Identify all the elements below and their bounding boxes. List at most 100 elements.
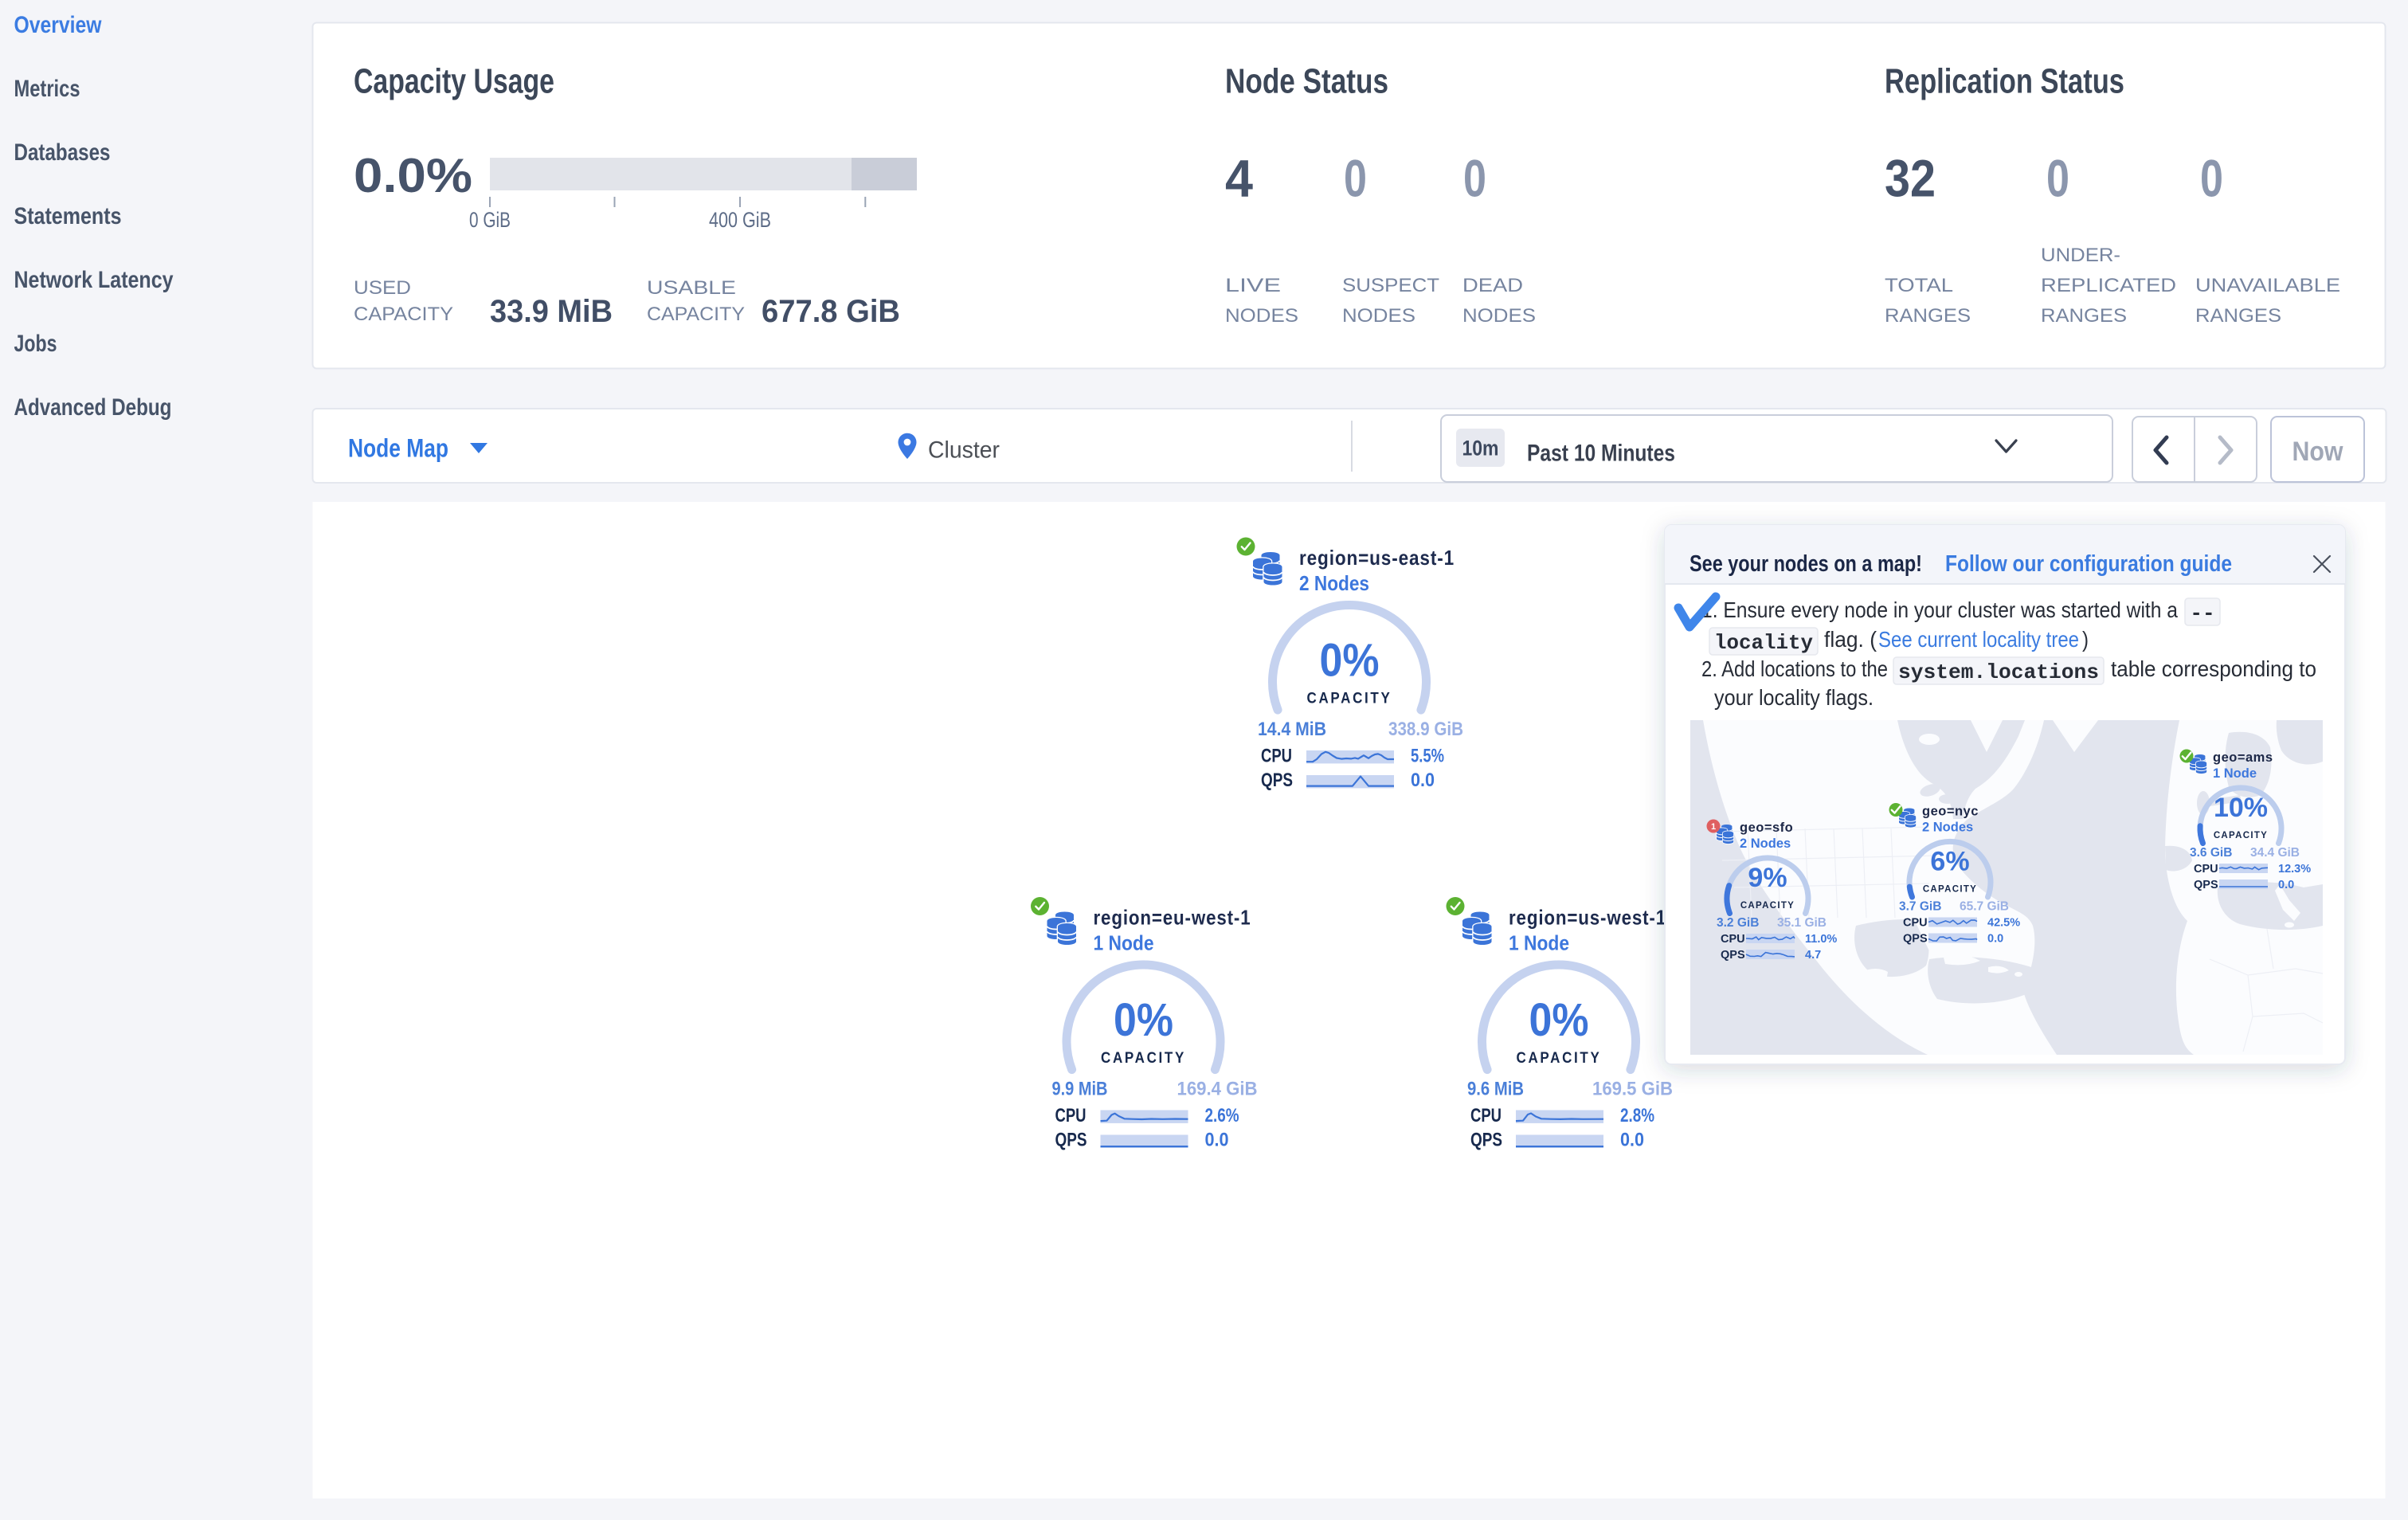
svg-text:CAPACITY: CAPACITY (647, 304, 745, 325)
svg-text:Past 10 Minutes: Past 10 Minutes (1527, 441, 1675, 467)
svg-text:0: 0 (2200, 149, 2223, 208)
svg-text:0.0: 0.0 (1987, 933, 2003, 946)
svg-text:1 Node: 1 Node (1509, 931, 1569, 955)
svg-text:USED: USED (354, 277, 411, 299)
svg-text:400 GiB: 400 GiB (709, 208, 771, 232)
svg-text:Cluster: Cluster (928, 437, 1000, 463)
svg-text:CPU: CPU (1721, 933, 1745, 946)
svg-text:0.0: 0.0 (1411, 770, 1435, 791)
svg-text:UNDER-: UNDER- (2041, 245, 2120, 266)
svg-text:CPU: CPU (1261, 746, 1292, 767)
svg-text:your locality flags.: your locality flags. (1714, 685, 1874, 710)
svg-text:10m: 10m (1462, 437, 1499, 460)
svg-text:CAPACITY: CAPACITY (1923, 885, 1977, 895)
svg-text:0.0: 0.0 (2278, 879, 2294, 891)
svg-text:Statements: Statements (14, 203, 122, 229)
svg-text:4.7: 4.7 (1805, 949, 1821, 962)
svg-text:0.0%: 0.0% (354, 149, 472, 202)
svg-text:0: 0 (2046, 149, 2069, 208)
svg-text:QPS: QPS (1470, 1130, 1502, 1151)
svg-text:NODES: NODES (1225, 305, 1298, 327)
svg-text:0: 0 (1463, 149, 1486, 208)
svg-text:QPS: QPS (1261, 770, 1293, 791)
svg-text:QPS: QPS (2194, 879, 2218, 891)
svg-text:2. Add locations to the: 2. Add locations to the (1701, 656, 1888, 681)
svg-text:33.9 MiB: 33.9 MiB (490, 294, 613, 329)
svg-text:REPLICATED: REPLICATED (2041, 275, 2176, 296)
svg-text:2 Nodes: 2 Nodes (1922, 821, 1973, 835)
svg-text:Jobs: Jobs (14, 331, 57, 357)
svg-text:4: 4 (1225, 149, 1253, 208)
svg-text:1: 1 (1711, 822, 1716, 832)
svg-text:0.0: 0.0 (1205, 1130, 1229, 1151)
svg-text:6%: 6% (1930, 847, 1969, 877)
svg-text:338.9 GiB: 338.9 GiB (1388, 719, 1463, 740)
svg-text:region=us-east-1: region=us-east-1 (1299, 546, 1455, 570)
svg-text:1 Node: 1 Node (1094, 931, 1154, 955)
svg-text:system.locations: system.locations (1898, 660, 2099, 684)
svg-text:9.6 MiB: 9.6 MiB (1467, 1079, 1524, 1100)
svg-text:geo=sfo: geo=sfo (1740, 821, 1793, 835)
svg-text:2 Nodes: 2 Nodes (1740, 836, 1791, 851)
svg-text:TOTAL: TOTAL (1885, 275, 1953, 296)
svg-text:flag. (: flag. ( (1824, 627, 1877, 652)
svg-text:Metrics: Metrics (14, 76, 80, 102)
svg-text:Advanced Debug: Advanced Debug (14, 394, 172, 421)
svg-text:CAPACITY: CAPACITY (1740, 901, 1795, 911)
svg-text:RANGES: RANGES (2041, 305, 2127, 327)
svg-text:42.5%: 42.5% (1987, 917, 2020, 930)
svg-text:geo=ams: geo=ams (2213, 750, 2273, 765)
svg-text:10%: 10% (2214, 793, 2268, 823)
svg-text:3.2 GiB: 3.2 GiB (1717, 916, 1759, 930)
svg-text:CAPACITY: CAPACITY (354, 304, 453, 325)
svg-text:SUSPECT: SUSPECT (1342, 275, 1439, 296)
svg-text:0%: 0% (1114, 994, 1173, 1046)
svg-text:14.4 MiB: 14.4 MiB (1258, 719, 1326, 740)
svg-text:677.8 GiB: 677.8 GiB (762, 294, 900, 329)
svg-text:CAPACITY: CAPACITY (1307, 691, 1392, 707)
svg-text:DEAD: DEAD (1462, 275, 1523, 296)
svg-text:Node Map: Node Map (348, 434, 448, 463)
svg-text:See your nodes on a map!: See your nodes on a map! (1690, 551, 1922, 577)
svg-text:0.0: 0.0 (1620, 1130, 1644, 1151)
svg-text:169.5 GiB: 169.5 GiB (1592, 1079, 1673, 1100)
svg-text:--: -- (2190, 601, 2214, 625)
svg-text:CPU: CPU (2194, 863, 2218, 876)
svg-text:CAPACITY: CAPACITY (1517, 1050, 1602, 1067)
svg-text:CPU: CPU (1055, 1105, 1087, 1126)
svg-text:2.6%: 2.6% (1205, 1105, 1239, 1126)
svg-text:): ) (2082, 627, 2089, 652)
svg-text:12.3%: 12.3% (2278, 863, 2311, 876)
svg-text:35.1 GiB: 35.1 GiB (1777, 916, 1827, 930)
svg-text:2.8%: 2.8% (1620, 1105, 1654, 1126)
svg-text:CAPACITY: CAPACITY (1101, 1050, 1186, 1067)
svg-text:Databases: Databases (14, 139, 111, 166)
svg-text:9.9 MiB: 9.9 MiB (1052, 1079, 1108, 1100)
svg-text:65.7 GiB: 65.7 GiB (1960, 900, 2009, 914)
svg-text:11.0%: 11.0% (1805, 933, 1837, 946)
svg-text:Replication Status: Replication Status (1885, 62, 2124, 101)
svg-text:0 GiB: 0 GiB (469, 208, 511, 232)
svg-text:1. Ensure every node in your c: 1. Ensure every node in your cluster was… (1701, 597, 2178, 622)
svg-text:5.5%: 5.5% (1411, 746, 1444, 767)
svg-text:Now: Now (2292, 437, 2343, 467)
svg-text:CAPACITY: CAPACITY (2214, 831, 2268, 840)
svg-text:Node Status: Node Status (1225, 62, 1388, 101)
svg-text:Follow our configuration guide: Follow our configuration guide (1945, 551, 2232, 577)
svg-text:locality: locality (1714, 631, 1813, 655)
svg-text:region=us-west-1: region=us-west-1 (1509, 906, 1666, 930)
svg-text:table corresponding to: table corresponding to (2111, 656, 2316, 681)
svg-text:169.4 GiB: 169.4 GiB (1177, 1079, 1258, 1100)
svg-text:1 Node: 1 Node (2213, 766, 2257, 781)
svg-text:USABLE: USABLE (647, 277, 736, 299)
svg-text:UNAVAILABLE: UNAVAILABLE (2195, 275, 2340, 296)
svg-text:QPS: QPS (1055, 1130, 1087, 1151)
svg-text:34.4 GiB: 34.4 GiB (2250, 846, 2300, 860)
svg-text:See current locality tree: See current locality tree (1878, 627, 2079, 652)
svg-text:CPU: CPU (1470, 1105, 1502, 1126)
svg-text:RANGES: RANGES (2195, 305, 2281, 327)
svg-text:NODES: NODES (1342, 305, 1415, 327)
svg-text:QPS: QPS (1721, 949, 1745, 962)
svg-text:2 Nodes: 2 Nodes (1299, 571, 1369, 595)
svg-text:LIVE: LIVE (1225, 275, 1281, 296)
